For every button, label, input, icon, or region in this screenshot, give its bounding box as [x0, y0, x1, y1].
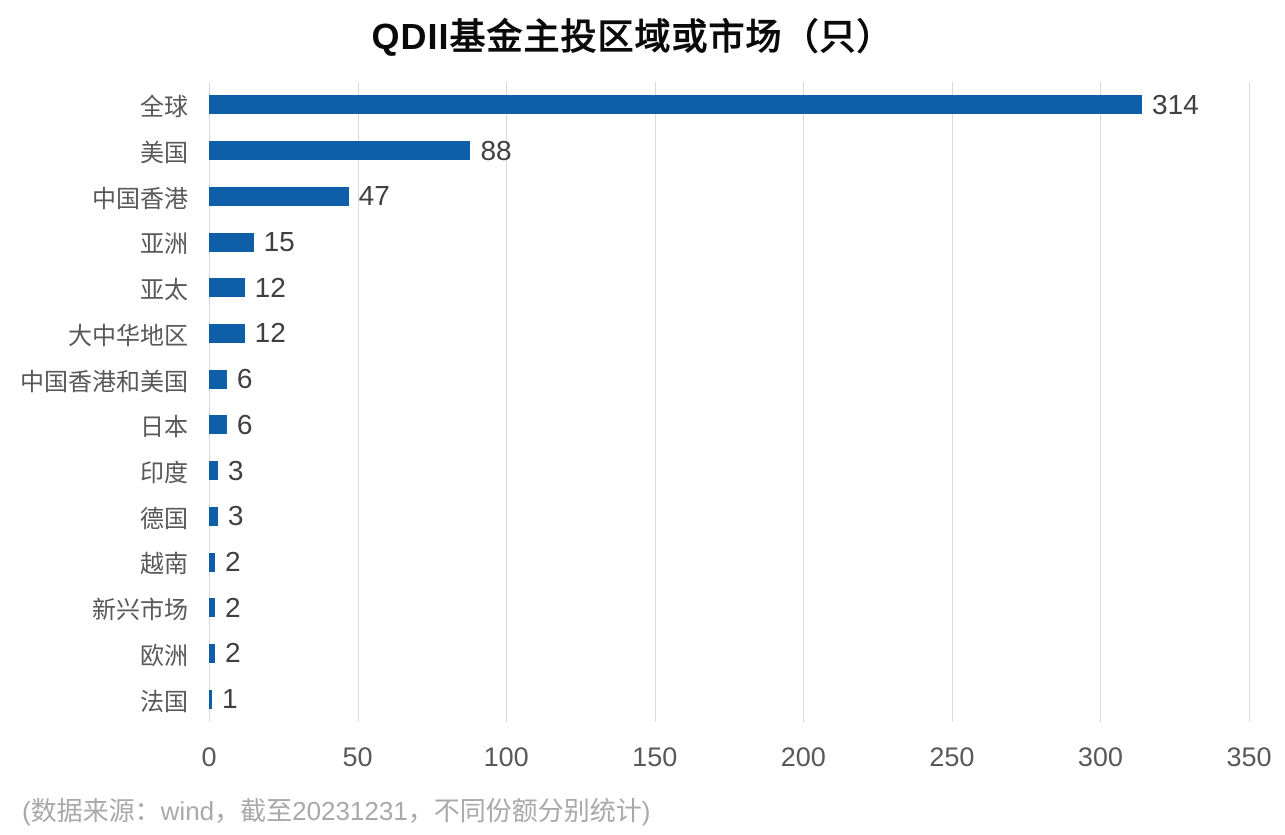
bar-row: 2 — [209, 592, 1249, 623]
x-axis-tick-label: 250 — [929, 742, 975, 772]
bar — [209, 323, 245, 343]
category-axis: 全球美国中国香港亚洲亚太大中华地区中国香港和美国日本印度德国越南新兴市场欧洲法国 — [0, 82, 188, 722]
x-axis-tick-label: 100 — [483, 742, 529, 772]
source-footnote: (数据来源：wind，截至20231231，不同份额分别统计) — [22, 796, 651, 826]
bar-row: 12 — [209, 317, 1249, 348]
bar-value-label: 47 — [358, 180, 390, 212]
bar-value-label: 6 — [236, 363, 253, 395]
bar-row: 1 — [209, 683, 1249, 714]
bar — [209, 643, 215, 663]
bar — [209, 598, 215, 618]
bar-row: 314 — [209, 89, 1249, 120]
bar-row: 3 — [209, 455, 1249, 486]
x-axis-tick-label: 0 — [201, 742, 217, 772]
gridline-x-150 — [654, 82, 656, 722]
category-label: 越南 — [140, 551, 188, 579]
bar-value-label: 3 — [227, 500, 244, 532]
x-axis-tick-label: 150 — [632, 742, 678, 772]
bar — [209, 689, 212, 709]
bar-value-label: 2 — [224, 546, 241, 577]
bar-value-label: 12 — [254, 271, 286, 303]
bar-value-label: 15 — [263, 226, 295, 257]
bar-value-label: 3 — [227, 454, 244, 486]
bar — [209, 552, 215, 572]
gridline-x-0 — [209, 82, 210, 722]
bar — [209, 141, 471, 161]
bar-value-label: 1 — [221, 683, 238, 715]
bar-value-label: 6 — [236, 408, 253, 440]
bar-value-label: 12 — [254, 317, 286, 349]
x-axis-tick-label: 200 — [780, 742, 826, 772]
gridline-x-350 — [1249, 82, 1250, 722]
category-label: 欧洲 — [140, 642, 188, 670]
bar-value-label: 314 — [1152, 88, 1199, 120]
bar — [209, 461, 218, 481]
bar-row: 47 — [209, 180, 1249, 211]
category-label: 日本 — [140, 414, 188, 442]
bar — [209, 186, 349, 206]
bar — [209, 232, 254, 252]
bar-value-label: 88 — [480, 134, 512, 166]
category-label: 大中华地区 — [68, 322, 188, 350]
bar-row: 6 — [209, 409, 1249, 440]
x-axis: 0 50 100 150 200 250 300 350 — [0, 742, 1285, 776]
plot-area: 314 88 47 15 12 12 6 6 3 3 2 2 2 1 — [209, 82, 1250, 722]
bar — [209, 506, 218, 526]
bar-row: 6 — [209, 363, 1249, 394]
bar-value-label: 2 — [224, 591, 241, 623]
category-label: 全球 — [140, 94, 188, 122]
category-label: 印度 — [140, 460, 188, 488]
chart-title: QDII基金主投区域或市场（只） — [371, 16, 894, 57]
gridline-x-50 — [357, 82, 359, 722]
category-label: 亚太 — [140, 277, 188, 305]
x-axis-tick-label: 350 — [1226, 742, 1272, 772]
gridline-x-200 — [803, 82, 805, 722]
category-label: 中国香港 — [92, 185, 188, 213]
category-label: 亚洲 — [140, 231, 188, 259]
bar — [209, 278, 245, 298]
gridline-x-100 — [506, 82, 508, 722]
gridline-x-300 — [1100, 82, 1102, 722]
bar-row: 15 — [209, 226, 1249, 257]
gridline-x-250 — [951, 82, 953, 722]
bar — [209, 95, 1143, 115]
category-label: 德国 — [140, 505, 188, 533]
bar-value-label: 2 — [224, 637, 241, 669]
bar-row: 2 — [209, 637, 1249, 668]
category-label: 法国 — [140, 688, 188, 716]
bar-row: 88 — [209, 135, 1249, 166]
x-axis-tick-label: 50 — [342, 742, 373, 772]
x-axis-tick-label: 300 — [1077, 742, 1123, 772]
bar — [209, 369, 227, 389]
bar — [209, 415, 227, 435]
bar-row: 2 — [209, 546, 1249, 577]
bar-row: 3 — [209, 500, 1249, 531]
category-label: 新兴市场 — [92, 597, 188, 625]
bar-row: 12 — [209, 272, 1249, 303]
category-label: 中国香港和美国 — [20, 368, 188, 396]
category-label: 美国 — [140, 140, 188, 168]
